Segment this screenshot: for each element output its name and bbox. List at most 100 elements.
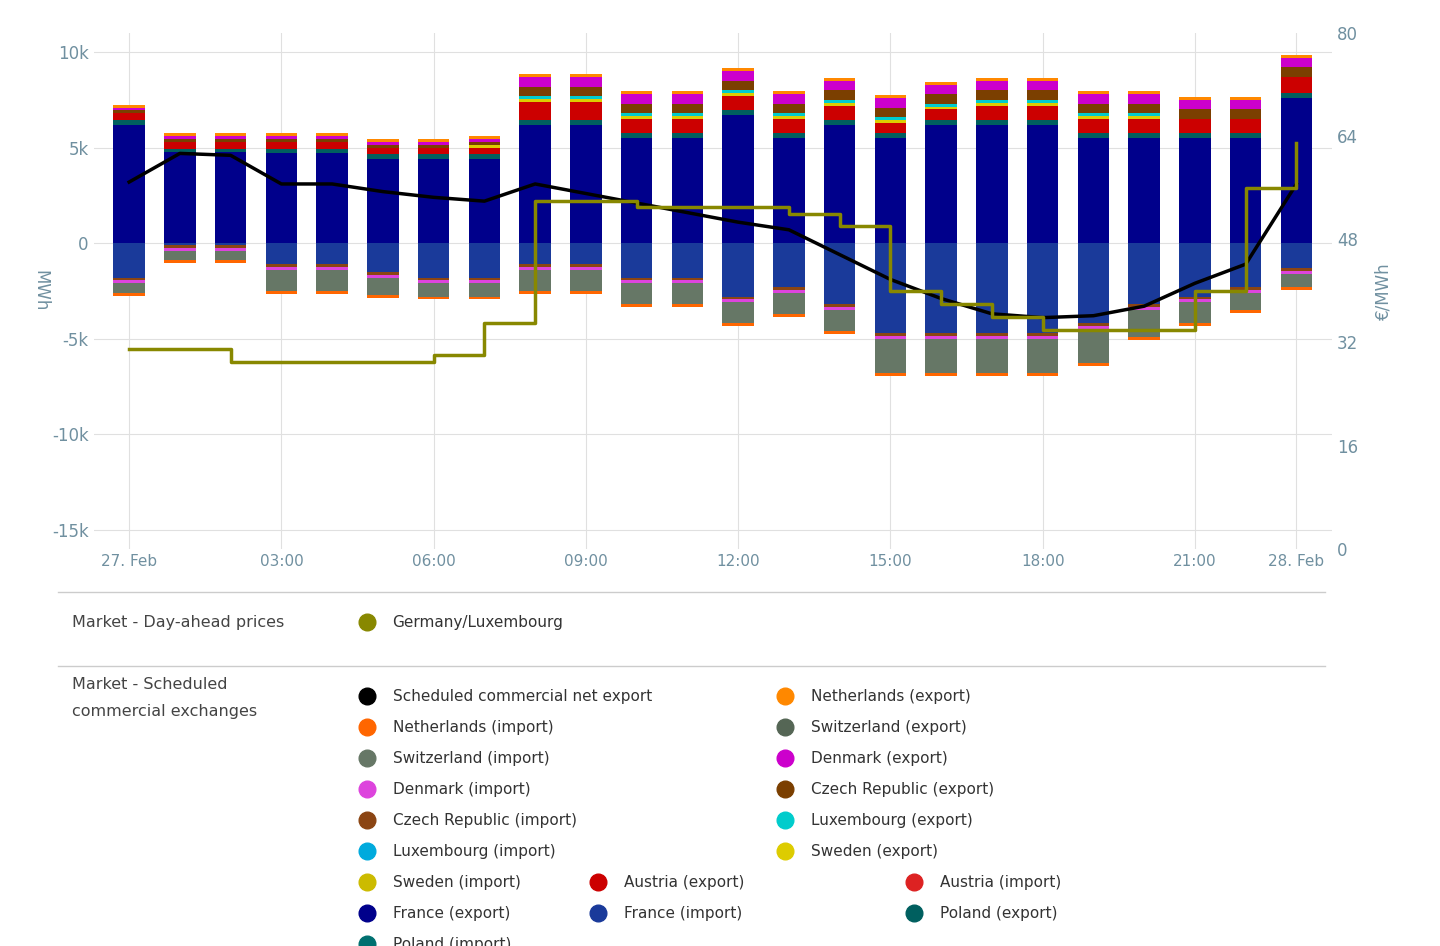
Bar bbox=[926, 95, 958, 104]
Bar bbox=[1077, 104, 1109, 114]
Bar bbox=[926, 125, 958, 243]
Bar bbox=[1027, 339, 1058, 373]
Bar bbox=[671, 92, 703, 95]
Bar bbox=[1129, 119, 1161, 133]
Bar bbox=[1230, 289, 1261, 293]
Bar bbox=[164, 133, 196, 136]
Bar bbox=[1230, 243, 1261, 287]
Bar bbox=[114, 283, 145, 293]
Bar bbox=[317, 267, 348, 270]
Bar bbox=[874, 373, 906, 376]
Bar bbox=[926, 110, 958, 120]
Bar bbox=[926, 81, 958, 84]
Bar bbox=[976, 78, 1008, 80]
Bar bbox=[874, 123, 906, 133]
Bar bbox=[926, 107, 958, 110]
Bar bbox=[570, 87, 602, 96]
Bar bbox=[1230, 119, 1261, 133]
Bar bbox=[367, 159, 399, 243]
Bar bbox=[265, 142, 297, 149]
Bar bbox=[215, 251, 246, 260]
Bar bbox=[1179, 100, 1211, 110]
Bar bbox=[671, 116, 703, 119]
Bar bbox=[926, 243, 958, 333]
Bar bbox=[621, 114, 652, 116]
Bar bbox=[317, 291, 348, 294]
Bar bbox=[317, 133, 348, 136]
Bar bbox=[621, 104, 652, 114]
Text: Scheduled commercial net export: Scheduled commercial net export bbox=[393, 689, 652, 704]
Bar bbox=[1230, 138, 1261, 243]
Bar bbox=[874, 336, 906, 339]
Bar bbox=[164, 136, 196, 139]
Bar bbox=[520, 264, 552, 267]
Bar bbox=[418, 139, 449, 142]
Bar bbox=[1077, 119, 1109, 133]
Bar bbox=[824, 106, 855, 120]
Bar bbox=[976, 339, 1008, 373]
Text: Austria (export): Austria (export) bbox=[624, 875, 744, 890]
Bar bbox=[824, 310, 855, 331]
Bar bbox=[1027, 373, 1058, 376]
Bar bbox=[621, 116, 652, 119]
Bar bbox=[1027, 106, 1058, 120]
Bar bbox=[1230, 310, 1261, 313]
Bar bbox=[824, 100, 855, 103]
Bar bbox=[671, 277, 703, 280]
Bar bbox=[520, 77, 552, 87]
Bar bbox=[1129, 92, 1161, 95]
Bar bbox=[215, 139, 246, 142]
Bar bbox=[317, 243, 348, 264]
Bar bbox=[317, 264, 348, 267]
Bar bbox=[1129, 337, 1161, 340]
Bar bbox=[520, 74, 552, 77]
Bar bbox=[468, 283, 500, 297]
Bar bbox=[317, 136, 348, 139]
Bar bbox=[114, 280, 145, 283]
Bar bbox=[164, 149, 196, 151]
Bar bbox=[367, 277, 399, 295]
Bar bbox=[367, 295, 399, 298]
Bar bbox=[520, 270, 552, 291]
Bar bbox=[723, 71, 755, 80]
Bar bbox=[671, 305, 703, 307]
Text: Switzerland (import): Switzerland (import) bbox=[393, 751, 550, 766]
Bar bbox=[976, 125, 1008, 243]
Bar bbox=[1077, 92, 1109, 95]
Bar bbox=[265, 139, 297, 142]
Bar bbox=[874, 117, 906, 120]
Bar bbox=[1280, 55, 1312, 58]
Bar bbox=[1027, 243, 1058, 333]
Bar bbox=[265, 243, 297, 264]
Bar bbox=[520, 102, 552, 120]
Bar bbox=[520, 120, 552, 125]
Bar bbox=[468, 243, 500, 277]
Y-axis label: MWh: MWh bbox=[32, 271, 49, 311]
Bar bbox=[1280, 268, 1312, 271]
Bar bbox=[520, 267, 552, 270]
Text: France (import): France (import) bbox=[624, 906, 742, 921]
Bar bbox=[468, 145, 500, 148]
Bar bbox=[874, 108, 906, 117]
Bar bbox=[164, 151, 196, 243]
Bar bbox=[418, 243, 449, 277]
Bar bbox=[215, 260, 246, 263]
Bar bbox=[1129, 133, 1161, 138]
Bar bbox=[570, 243, 602, 264]
Bar bbox=[265, 270, 297, 291]
Bar bbox=[621, 95, 652, 104]
Bar bbox=[773, 138, 805, 243]
Bar bbox=[976, 336, 1008, 339]
Bar bbox=[164, 245, 196, 248]
Bar bbox=[874, 133, 906, 138]
Bar bbox=[976, 333, 1008, 336]
Bar bbox=[265, 149, 297, 153]
Bar bbox=[976, 91, 1008, 100]
Bar bbox=[317, 270, 348, 291]
Bar bbox=[671, 114, 703, 116]
Bar bbox=[1027, 103, 1058, 106]
Bar bbox=[1179, 297, 1211, 300]
Bar bbox=[468, 136, 500, 139]
Bar bbox=[215, 151, 246, 243]
Bar bbox=[773, 243, 805, 287]
